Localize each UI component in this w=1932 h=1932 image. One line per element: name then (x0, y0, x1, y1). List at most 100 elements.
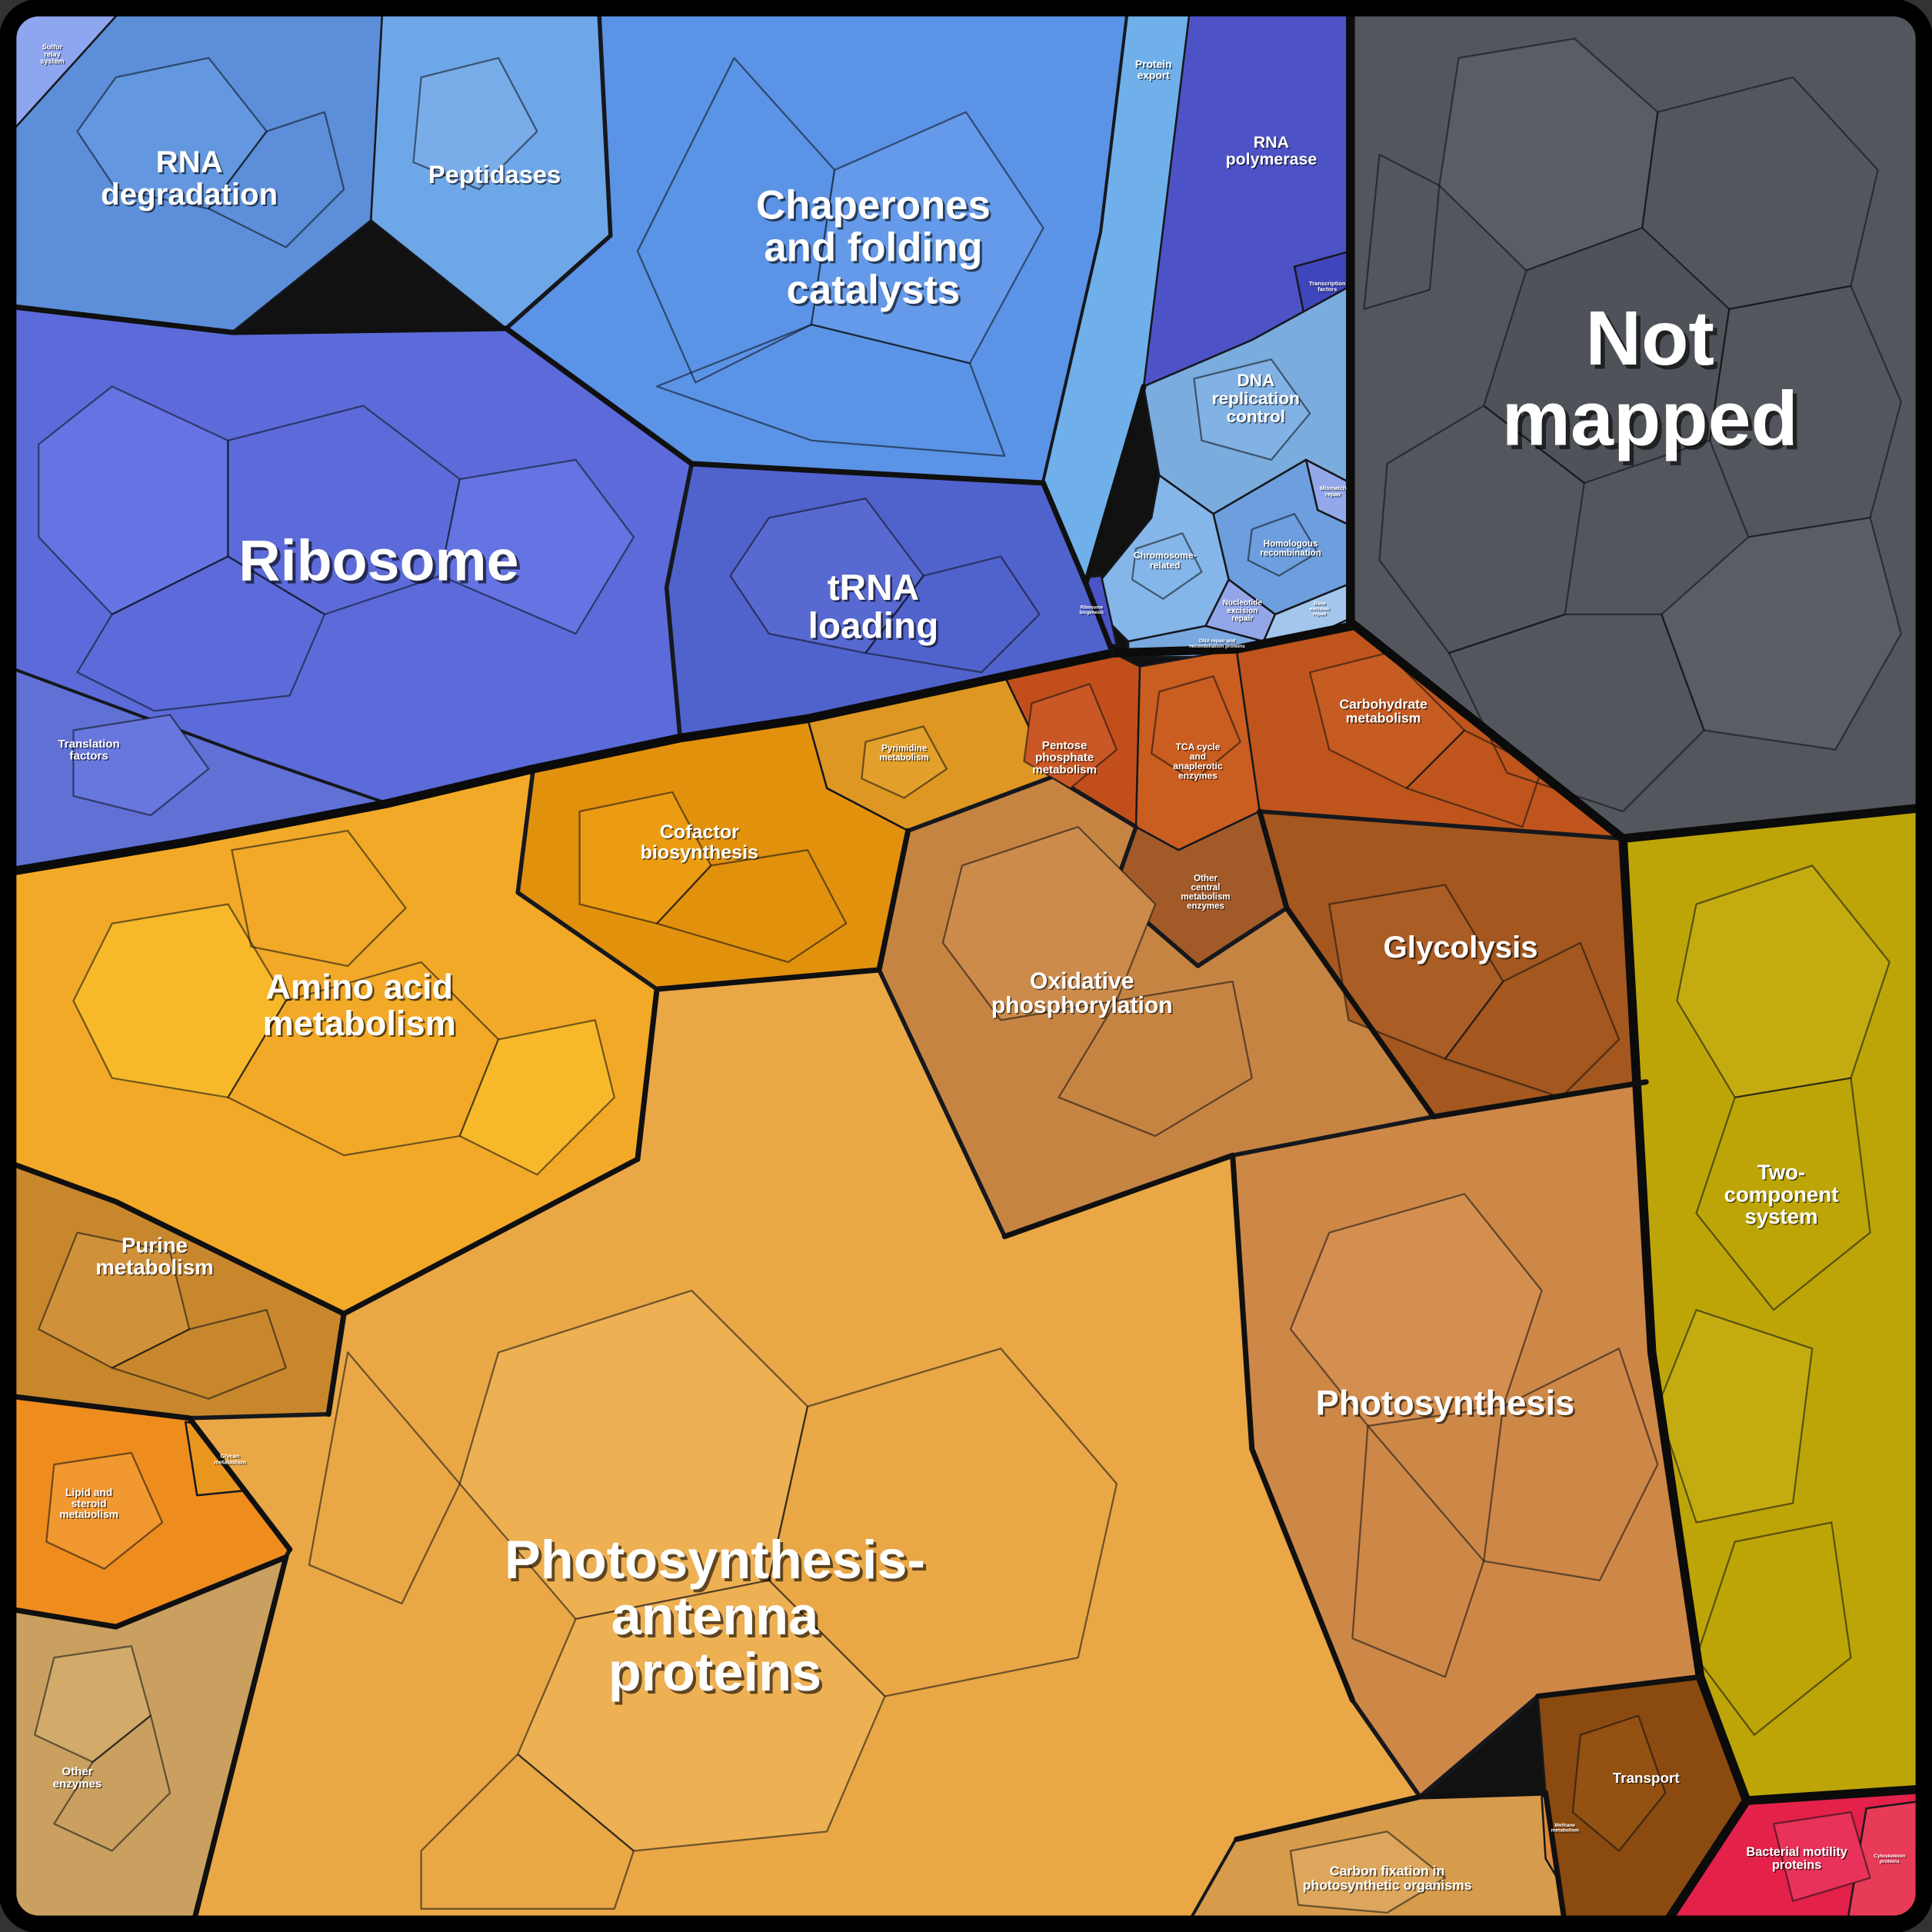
region-label-shadow-homologous-recombination: Homologous recombination (1261, 541, 1323, 559)
region-label-shadow-nucleotide-excision-repair: Nucleotide excision repair (1224, 599, 1264, 624)
region-label-shadow-cofactor-biosynthesis: Cofactor biosynthesis (641, 823, 760, 864)
region-label-cofactor-biosynthesis: Cofactor biosynthesis (641, 821, 759, 863)
region-cytoskeleton-proteins[interactable] (1846, 1799, 1924, 1924)
subcell-amino-acid-metabolism (458, 1019, 615, 1176)
region-label-shadow-mismatch-repair: Mismatch repair (1321, 485, 1347, 498)
region-label-shadow-dna-replication-control: DNA replication control (1213, 371, 1301, 427)
region-label-lipid-steroid-metabolism: Lipid and steroid metabolism (59, 1486, 118, 1521)
region-label-shadow-two-component-system: Two-component system (1725, 1161, 1840, 1229)
region-label-shadow-bacterial-motility: Bacterial motility proteins (1747, 1847, 1848, 1874)
major-border (1618, 803, 1924, 843)
medium-border (1284, 905, 1437, 1120)
subcell-two-component-system (1657, 1309, 1814, 1524)
region-label-transport: Transport (1613, 1770, 1681, 1786)
region-label-shadow-tca-cycle: TCA cycle and anaplerotic enzymes (1174, 742, 1224, 782)
subcell-trna-loading (864, 555, 1041, 674)
medium-border (1431, 1079, 1649, 1120)
region-label-shadow-transport: Transport (1614, 1770, 1681, 1787)
subcell-pentose-phosphate (1023, 683, 1118, 790)
region-label-shadow-other-enzymes: Other enzymes (54, 1766, 103, 1791)
region-label-other-enzymes: Other enzymes (53, 1765, 102, 1790)
medium-border (190, 1554, 289, 1924)
subcell-chromosome-related (1131, 532, 1203, 600)
region-label-purine-metabolism: Purine metabolism (95, 1233, 214, 1279)
medium-border (8, 1156, 347, 1317)
region-label-shadow-photosynthesis: Photosynthesis (1317, 1385, 1577, 1424)
region-label-shadow-pyrimidine-metabolism: Pyrimidine metabolism (881, 745, 930, 764)
region-label-homologous-recombination: Homologous recombination (1260, 539, 1321, 558)
region-label-shadow-amino-acid-metabolism: Amino acid metabolism (265, 969, 458, 1044)
region-label-shadow-purine-metabolism: Purine metabolism (97, 1234, 215, 1280)
region-label-trna-loading: tRNA loading (808, 567, 939, 646)
major-border (1742, 1784, 1924, 1805)
subcell-lipid-steroid-metabolism (45, 1451, 164, 1570)
region-label-oxidative-phosphorylation: Oxidative phosphorylation (991, 968, 1173, 1018)
region-label-photosynthesis-antenna: Photosynthesis-antenna proteins (505, 1528, 925, 1701)
region-label-shadow-glycolysis: Glycolysis (1385, 931, 1540, 966)
major-border (1346, 618, 1627, 843)
subcell-chaperones (636, 57, 836, 384)
medium-border (1001, 1152, 1355, 1704)
region-label-shadow-chaperones: Chaperones and folding catalysts (758, 185, 993, 315)
region-label-shadow-photosynthesis-antenna: Photosynthesis-antenna proteins (508, 1531, 928, 1704)
region-label-shadow-carbohydrate-metabolism: Carbohydrate metabolism (1341, 698, 1429, 727)
region-label-photosynthesis: Photosynthesis (1316, 1383, 1575, 1422)
region-label-cytoskeleton-proteins: Cytoskeleton proteins (1874, 1854, 1905, 1864)
region-label-mismatch-repair: Mismatch repair (1320, 485, 1347, 498)
medium-border (1257, 808, 1290, 911)
medium-border (341, 1156, 641, 1317)
region-label-carbon-fixation: Carbon fixation in photosynthetic organis… (1303, 1864, 1472, 1893)
region-label-shadow-chromosome-related: Chromosome-related (1134, 551, 1198, 572)
region-label-tca-cycle: TCA cycle and anaplerotic enzymes (1173, 741, 1223, 781)
texture-layer (34, 38, 1902, 1914)
region-label-transcription-factors: Transcription factors (1309, 279, 1346, 292)
region-label-peptidases: Peptidases (428, 160, 561, 188)
region-label-base-excision-repair: Base excision repair (1310, 601, 1330, 617)
medium-border (1535, 1674, 1704, 1700)
medium-border (1543, 1790, 1568, 1924)
region-label-pentose-phosphate: Pentose phosphate metabolism (1032, 739, 1097, 776)
subcell-photosynthesis (1351, 1424, 1485, 1678)
region-label-shadow-oxidative-phosphorylation: Oxidative phosphorylation (992, 970, 1174, 1019)
region-label-pyrimidine-metabolism: Pyrimidine metabolism (880, 744, 929, 763)
subcell-peptidases (412, 57, 538, 191)
subcell-carbon-fixation (1289, 1830, 1447, 1914)
subcell-ribosome (76, 555, 326, 712)
region-label-chromosome-related: Chromosome-related (1134, 550, 1197, 571)
medium-border (8, 1554, 289, 1630)
region-label-shadow-ribosome: Ribosome (242, 531, 521, 596)
subcell-dna-replication-control (1193, 358, 1311, 461)
subcell-pyrimidine-metabolism (861, 725, 948, 799)
region-label-ribosome-biogenesis: Ribosome biogenesis (1080, 606, 1104, 615)
subcell-oxidative-phosphorylation (1058, 980, 1253, 1138)
region-label-shadow-pentose-phosphate: Pentose phosphate metabolism (1034, 740, 1098, 777)
subcell-notmapped (1447, 613, 1705, 813)
subcell-translation-factors (72, 714, 210, 817)
major-border (1661, 1796, 1751, 1924)
region-label-notmapped: Not mapped (1502, 295, 1798, 461)
region-label-translation-factors: Translation factors (58, 737, 119, 762)
region-label-two-component-system: Two-component system (1724, 1160, 1839, 1227)
region-label-shadow-base-excision-repair: Base excision repair (1311, 601, 1331, 618)
region-label-rna-degradation: RNA degradation (101, 145, 278, 212)
subcell-two-component-system (1695, 1077, 1871, 1311)
region-label-dna-repair-recombination: DNA repair and recombination proteins (1189, 638, 1245, 649)
region-label-shadow-peptidases: Peptidases (430, 161, 562, 189)
region-label-shadow-cytoskeleton-proteins: Cytoskeleton proteins (1875, 1854, 1907, 1865)
subcell-glycolysis (1444, 941, 1621, 1098)
region-label-shadow-methane-metabolism: Methane metabolism (1552, 1824, 1580, 1834)
subcell-photosynthesis-antenna (308, 1351, 461, 1605)
region-label-sulfur-relay-system: Sulfur relay system (40, 43, 64, 65)
region-label-carbohydrate-metabolism: Carbohydrate metabolism (1339, 696, 1427, 725)
subcell-ribosome (439, 458, 635, 635)
subcell-chaperones (655, 323, 1006, 457)
region-label-bacterial-motility: Bacterial motility proteins (1746, 1845, 1847, 1872)
region-label-shadow-dna-repair-recombination: DNA repair and recombination proteins (1191, 639, 1247, 650)
region-label-other-central-metabolism: Other central metabolism enzymes (1181, 874, 1230, 911)
region-label-glycan-metabolism: Glycan metabolism (214, 1452, 246, 1465)
subcell-cofactor-biosynthesis (655, 849, 848, 964)
subcell-bacterial-motility (1772, 1811, 1871, 1902)
region-label-shadow-translation-factors: Translation factors (59, 738, 121, 764)
